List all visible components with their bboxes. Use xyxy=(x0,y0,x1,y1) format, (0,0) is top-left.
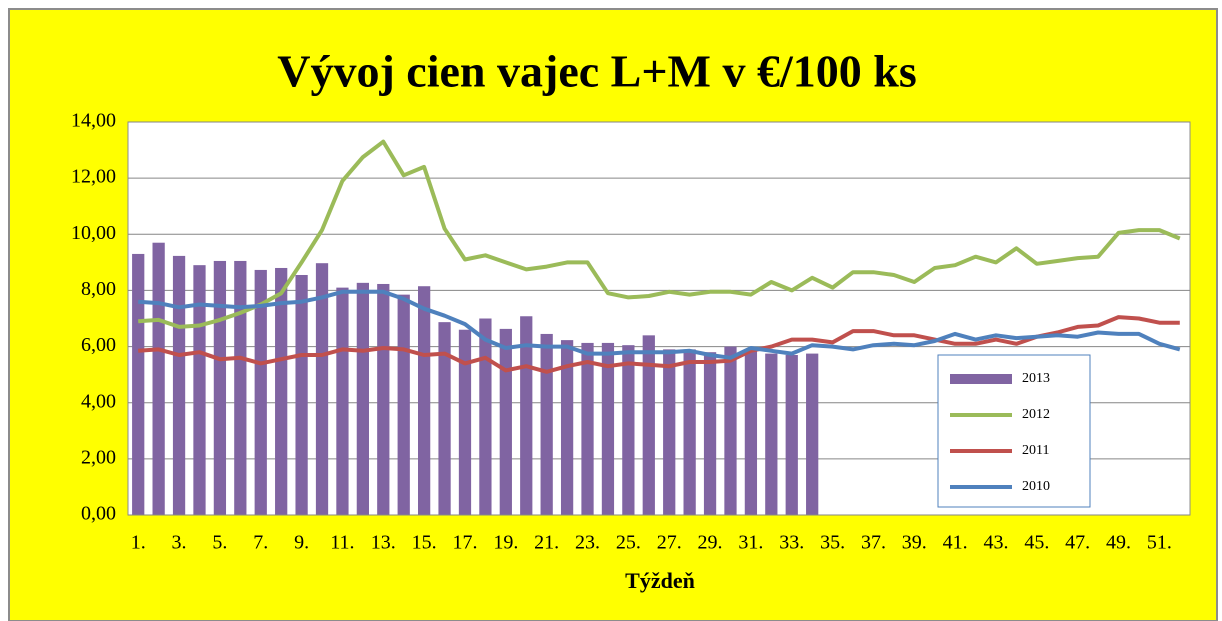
line xyxy=(138,315,1180,374)
legend-label: 2012 xyxy=(1022,407,1050,422)
x-axis-label: Týždeň xyxy=(625,568,695,593)
bar xyxy=(663,349,676,515)
x-tick-label: 9. xyxy=(294,532,309,554)
bar xyxy=(458,329,472,515)
line xyxy=(138,139,1181,329)
bar xyxy=(785,354,798,515)
y-tick-label: 0,00 xyxy=(81,503,116,525)
x-tick-label: 25. xyxy=(616,532,641,554)
bar xyxy=(356,282,369,515)
bar xyxy=(560,340,574,515)
bar xyxy=(703,352,717,515)
x-tick-label: 13. xyxy=(371,532,396,554)
bar xyxy=(540,333,553,515)
bar xyxy=(234,260,247,515)
x-tick-label: 21. xyxy=(534,532,559,554)
bar xyxy=(132,253,145,515)
x-tick-label: 39. xyxy=(902,532,927,554)
bar xyxy=(254,269,267,515)
x-tick-label: 19. xyxy=(493,532,518,554)
y-tick-label: 8,00 xyxy=(81,278,116,300)
bar xyxy=(213,260,227,515)
x-tick-label: 1. xyxy=(131,532,146,554)
bar xyxy=(315,263,329,515)
y-tick-label: 12,00 xyxy=(71,166,116,188)
x-tick-label: 47. xyxy=(1065,532,1090,554)
bar xyxy=(377,283,390,515)
bar xyxy=(581,342,594,515)
x-tick-label: 43. xyxy=(983,532,1008,554)
bar xyxy=(601,342,615,515)
bar xyxy=(295,274,308,515)
bar xyxy=(765,353,778,515)
bar xyxy=(744,349,758,515)
x-tick-label: 45. xyxy=(1024,532,1049,554)
x-tick-label: 37. xyxy=(861,532,886,554)
x-tick-label: 33. xyxy=(779,532,804,554)
x-tick-label: 11. xyxy=(330,532,354,554)
x-tick-label: 49. xyxy=(1106,532,1131,554)
x-tick-label: 35. xyxy=(820,532,845,554)
bar xyxy=(642,335,655,515)
bar xyxy=(683,349,696,515)
x-tick-label: 3. xyxy=(172,532,187,554)
y-tick-label: 14,00 xyxy=(71,110,116,132)
bar xyxy=(152,242,165,515)
bar xyxy=(724,346,737,515)
bar xyxy=(806,353,819,515)
bar xyxy=(499,328,512,515)
x-tick-label: 5. xyxy=(212,532,227,554)
legend-label: 2010 xyxy=(1022,479,1050,494)
bar xyxy=(275,267,288,515)
x-tick-label: 7. xyxy=(253,532,268,554)
x-tick-label: 17. xyxy=(452,532,477,554)
x-tick-label: 27. xyxy=(657,532,682,554)
y-tick-label: 10,00 xyxy=(71,222,116,244)
y-tick-label: 2,00 xyxy=(81,446,116,468)
bar xyxy=(336,287,349,515)
x-tick-label: 41. xyxy=(943,532,968,554)
bar xyxy=(479,318,492,515)
bar xyxy=(397,294,410,515)
legend-label: 2011 xyxy=(1022,443,1049,458)
x-tick-label: 15. xyxy=(412,532,437,554)
bar xyxy=(622,345,635,515)
legend-label: 2013 xyxy=(1022,371,1050,386)
chart-title: Vývoj cien vajec L+M v €/100 ks xyxy=(277,46,916,97)
y-tick-label: 6,00 xyxy=(81,334,116,356)
legend-swatch xyxy=(950,374,1012,384)
line xyxy=(138,289,1181,360)
x-tick-label: 31. xyxy=(738,532,763,554)
bar xyxy=(172,255,186,516)
x-tick-label: 29. xyxy=(698,532,723,554)
bar xyxy=(438,322,451,515)
x-tick-label: 51. xyxy=(1147,532,1172,554)
y-tick-label: 4,00 xyxy=(81,390,116,412)
bar xyxy=(418,286,431,515)
x-tick-label: 23. xyxy=(575,532,600,554)
